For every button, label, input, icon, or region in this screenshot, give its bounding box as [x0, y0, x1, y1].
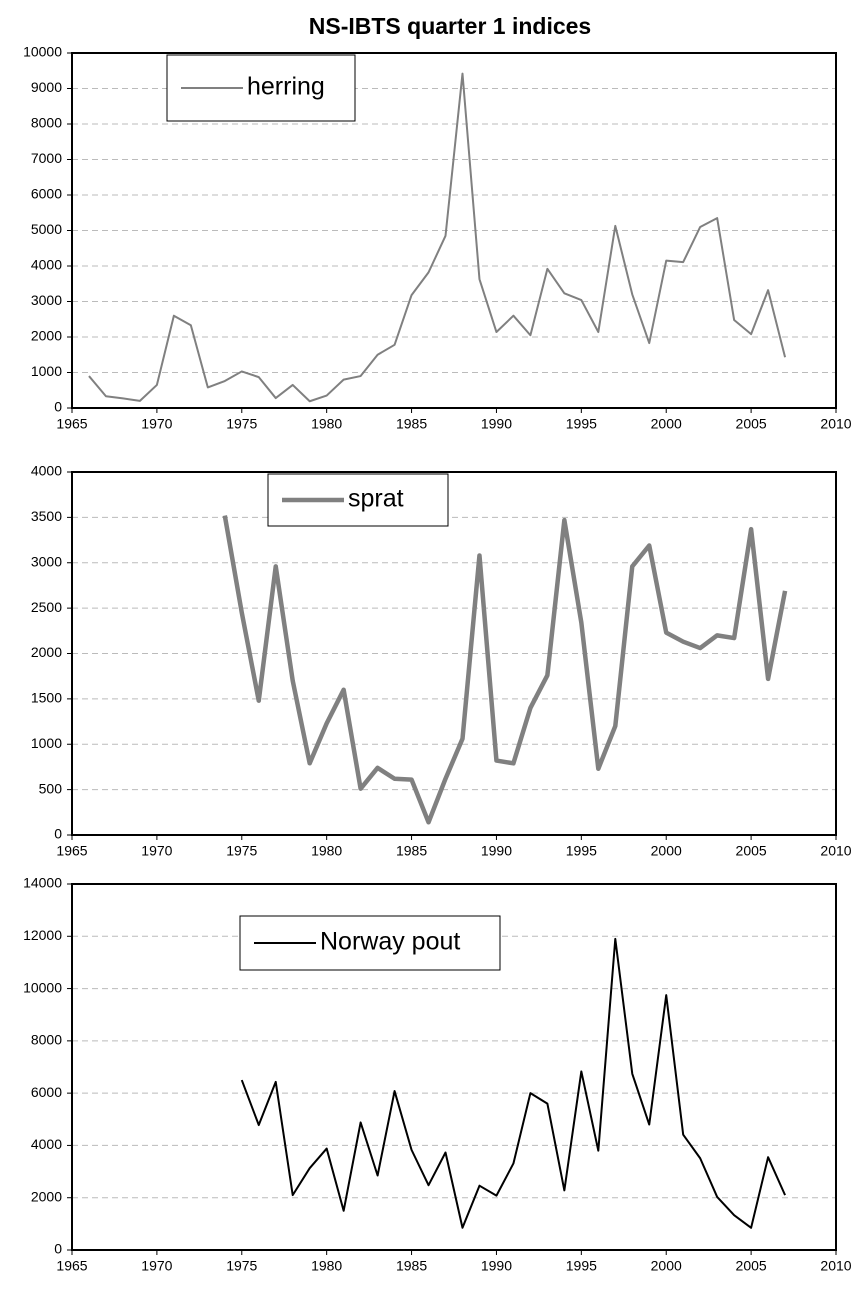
- y-tick-label: 8000: [31, 1032, 62, 1048]
- y-tick-label: 3000: [31, 553, 62, 569]
- y-tick-label: 10000: [23, 979, 62, 995]
- x-tick-label: 2005: [736, 1258, 767, 1274]
- y-tick-label: 0: [54, 1241, 62, 1257]
- y-tick-label: 4000: [31, 1136, 62, 1152]
- y-tick-label: 1000: [31, 735, 62, 751]
- x-tick-label: 1980: [311, 1258, 342, 1274]
- legend-label: Norway pout: [320, 928, 460, 956]
- y-tick-label: 0: [54, 399, 62, 415]
- x-tick-label: 1970: [141, 416, 172, 432]
- x-tick-label: 1975: [226, 843, 257, 859]
- x-tick-label: 1970: [141, 1258, 172, 1274]
- y-tick-label: 2000: [31, 328, 62, 344]
- y-tick-label: 1000: [31, 363, 62, 379]
- y-tick-label: 12000: [23, 927, 62, 943]
- x-tick-label: 1985: [396, 416, 427, 432]
- plot-frame: [71, 52, 837, 409]
- x-tick-label: 2000: [651, 416, 682, 432]
- x-tick-label: 1995: [566, 1258, 597, 1274]
- x-tick-label: 1965: [56, 843, 87, 859]
- y-tick-label: 10000: [23, 44, 62, 60]
- y-tick-label: 4000: [31, 257, 62, 273]
- y-tick-label: 6000: [31, 186, 62, 202]
- plot-frame: [71, 883, 837, 1251]
- x-tick-label: 1975: [226, 1258, 257, 1274]
- y-tick-label: 2000: [31, 1188, 62, 1204]
- x-tick-label: 1995: [566, 416, 597, 432]
- x-tick-label: 1980: [311, 416, 342, 432]
- plot-frame: [71, 471, 837, 836]
- series-line: [222, 515, 788, 825]
- x-tick-label: 1965: [56, 1258, 87, 1274]
- x-tick-label: 1985: [396, 843, 427, 859]
- series-line: [88, 72, 787, 403]
- y-tick-label: 5000: [31, 221, 62, 237]
- x-tick-label: 2000: [651, 1258, 682, 1274]
- x-tick-label: 1990: [481, 416, 512, 432]
- x-tick-label: 1975: [226, 416, 257, 432]
- y-tick-label: 0: [54, 826, 62, 842]
- x-tick-label: 2005: [736, 416, 767, 432]
- y-tick-label: 14000: [23, 875, 62, 891]
- chart-title: NS-IBTS quarter 1 indices: [309, 13, 591, 39]
- x-tick-label: 2010: [820, 416, 851, 432]
- x-tick-label: 2005: [736, 843, 767, 859]
- legend-label: herring: [247, 73, 325, 101]
- series-line: [240, 937, 786, 1229]
- y-tick-label: 2500: [31, 599, 62, 615]
- x-tick-label: 2000: [651, 843, 682, 859]
- legend-label: sprat: [348, 485, 404, 513]
- y-tick-label: 6000: [31, 1084, 62, 1100]
- y-tick-label: 4000: [31, 463, 62, 479]
- y-tick-label: 3500: [31, 508, 62, 524]
- y-tick-label: 500: [39, 780, 63, 796]
- y-tick-label: 8000: [31, 115, 62, 131]
- x-tick-label: 1965: [56, 416, 87, 432]
- y-tick-label: 2000: [31, 644, 62, 660]
- y-tick-label: 1500: [31, 690, 62, 706]
- x-tick-label: 1990: [481, 843, 512, 859]
- y-tick-label: 7000: [31, 150, 62, 166]
- x-tick-label: 1980: [311, 843, 342, 859]
- x-tick-label: 2010: [820, 843, 851, 859]
- x-tick-label: 1970: [141, 843, 172, 859]
- x-tick-label: 1990: [481, 1258, 512, 1274]
- x-tick-label: 1995: [566, 843, 597, 859]
- y-tick-label: 3000: [31, 292, 62, 308]
- x-tick-label: 1985: [396, 1258, 427, 1274]
- x-tick-label: 2010: [820, 1258, 851, 1274]
- y-tick-label: 9000: [31, 79, 62, 95]
